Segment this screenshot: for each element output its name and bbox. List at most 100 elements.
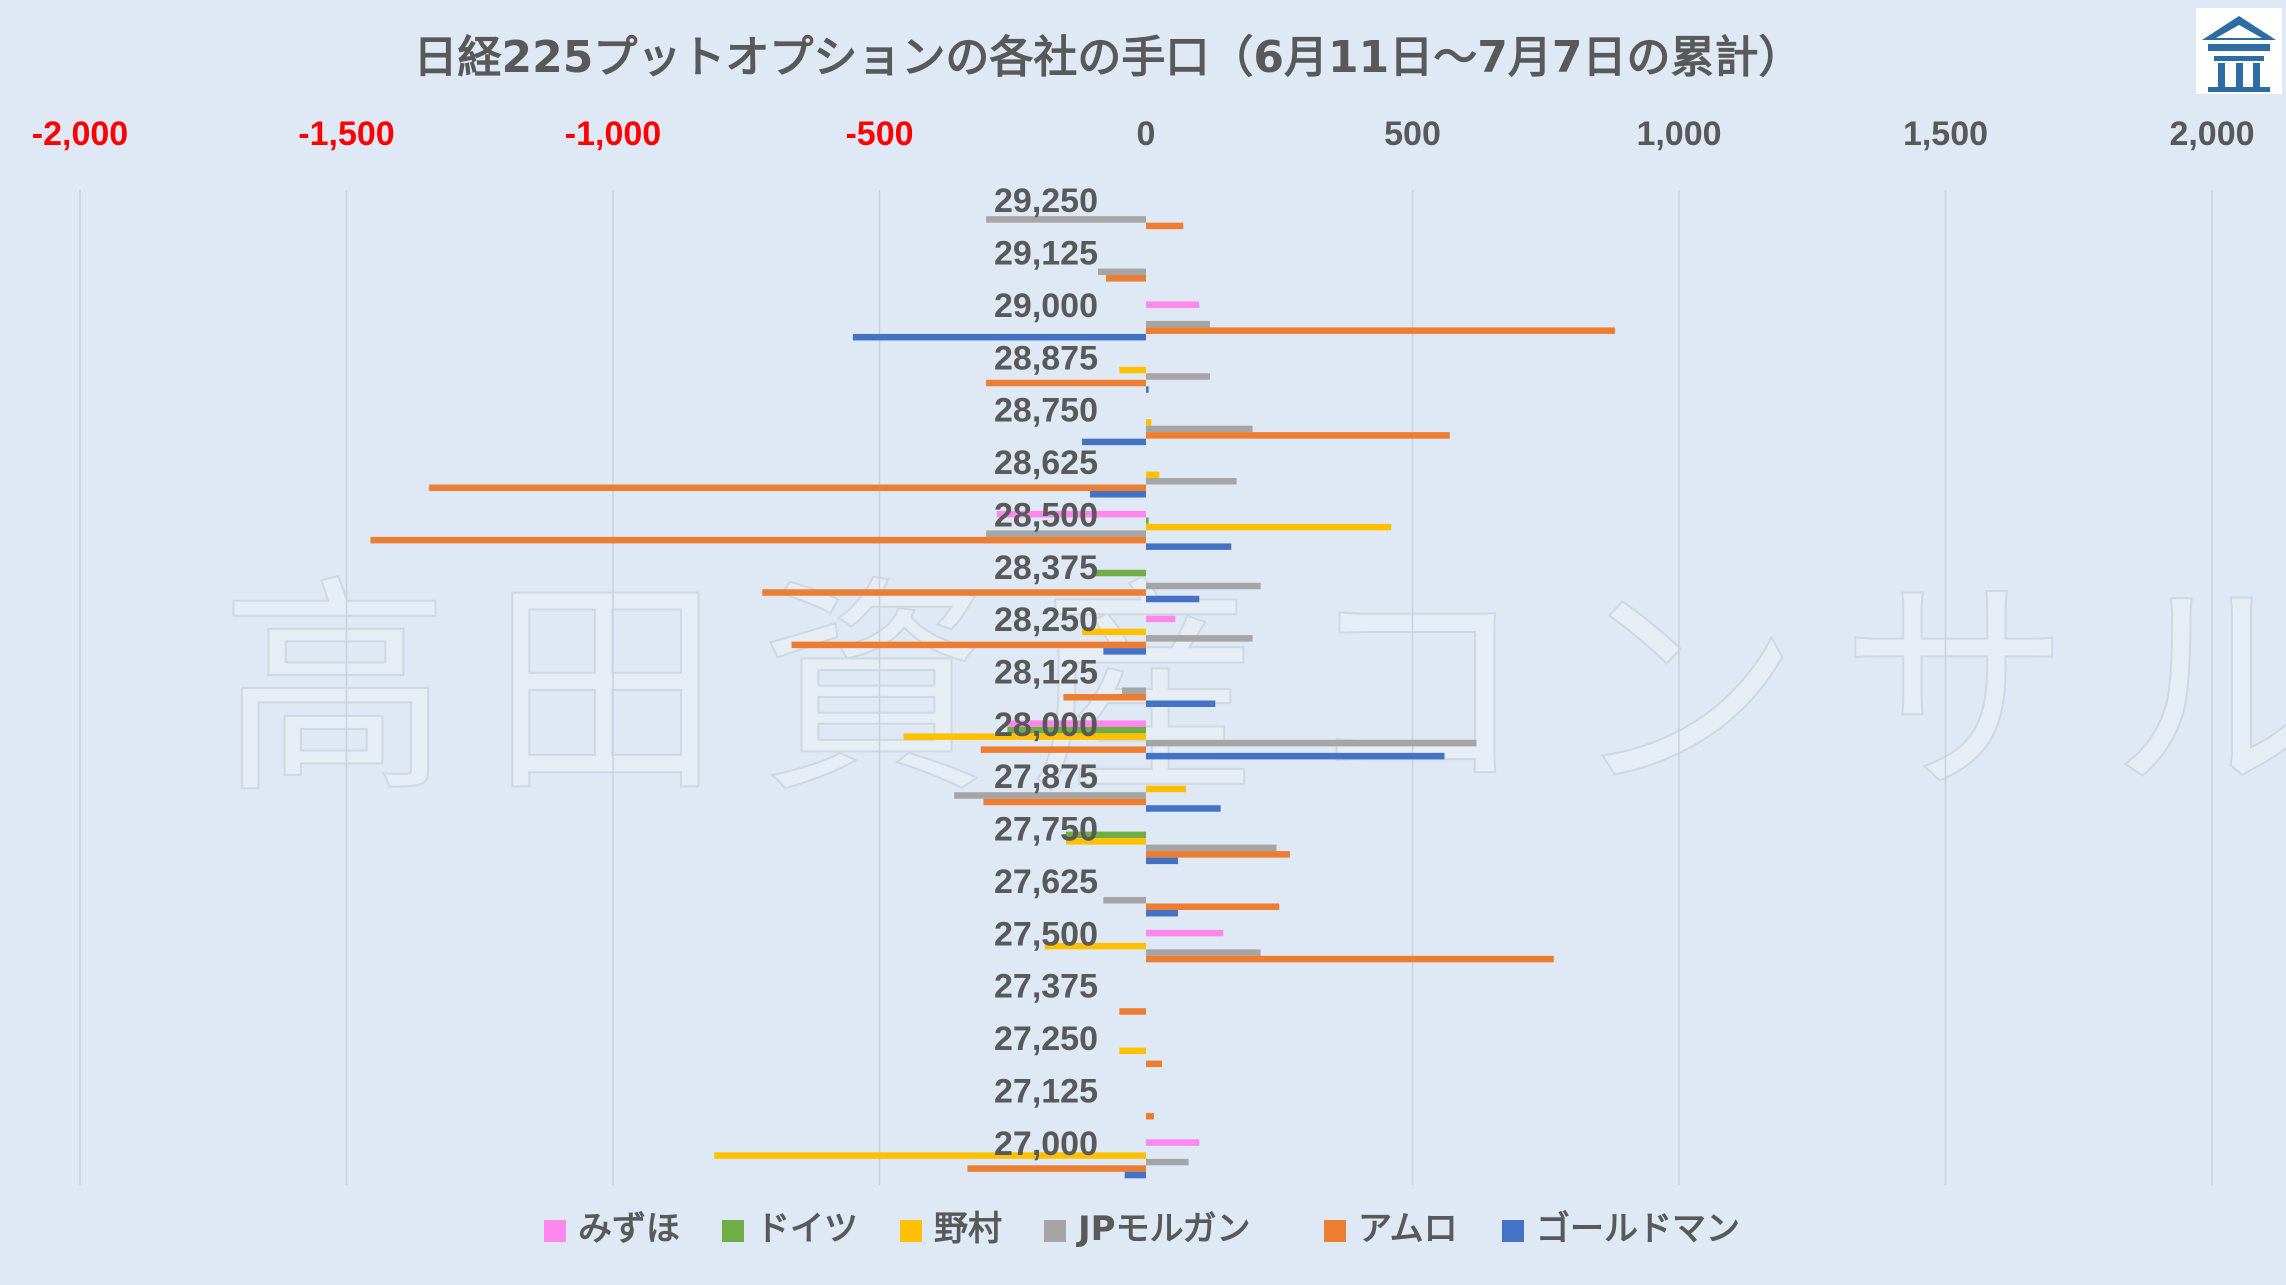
bar bbox=[1146, 1060, 1162, 1068]
category-labels: 29,250 29,125 29,000 28,875 28,750 28,625 28,5… bbox=[994, 182, 1098, 1163]
bar bbox=[1146, 582, 1261, 590]
x-tick-label: 1,500 bbox=[1903, 115, 1988, 153]
bar bbox=[1119, 366, 1146, 374]
bar bbox=[1090, 491, 1146, 498]
bar bbox=[1146, 739, 1477, 747]
legend-swatch bbox=[722, 1220, 744, 1242]
bar bbox=[791, 641, 1146, 649]
category-label: 27,500 bbox=[994, 915, 1098, 953]
bar bbox=[986, 379, 1146, 387]
legend-label: みずほ bbox=[578, 1209, 680, 1249]
bar bbox=[1146, 419, 1152, 426]
bar bbox=[996, 510, 1146, 518]
bar bbox=[903, 733, 1146, 740]
legend-label: ドイツ bbox=[756, 1209, 858, 1249]
bar bbox=[1146, 386, 1149, 393]
x-tick-label: 2,000 bbox=[2169, 115, 2254, 153]
bar bbox=[1007, 720, 1146, 727]
bar bbox=[983, 798, 1146, 806]
watermark-text: 高田資産コンサル bbox=[220, 558, 2286, 825]
bar bbox=[1146, 478, 1237, 485]
bar bbox=[1146, 471, 1160, 479]
bar bbox=[1146, 857, 1178, 865]
category-label: 29,000 bbox=[994, 287, 1098, 325]
bar bbox=[1082, 628, 1146, 636]
x-tick-label: -1,000 bbox=[565, 115, 661, 153]
bar bbox=[1146, 805, 1221, 812]
bar bbox=[1146, 1139, 1200, 1146]
category-label: 29,250 bbox=[994, 182, 1098, 220]
bar bbox=[1146, 432, 1450, 439]
legend-swatch bbox=[544, 1220, 566, 1242]
category-label: 28,125 bbox=[994, 654, 1098, 692]
x-tick-label: 500 bbox=[1384, 115, 1441, 153]
bar bbox=[1146, 851, 1290, 858]
bar bbox=[1146, 929, 1224, 937]
bar bbox=[1098, 268, 1146, 276]
bar bbox=[1044, 942, 1146, 950]
category-label: 27,750 bbox=[994, 811, 1098, 849]
bar bbox=[986, 530, 1146, 537]
bar bbox=[980, 746, 1146, 753]
bar bbox=[1103, 648, 1146, 655]
bar bbox=[429, 484, 1146, 492]
legend-label: アムロ bbox=[1358, 1209, 1458, 1249]
x-tick-label: -2,000 bbox=[32, 115, 128, 153]
bar bbox=[1146, 523, 1392, 531]
category-label: 28,250 bbox=[994, 601, 1098, 639]
category-label: 27,625 bbox=[994, 863, 1098, 901]
bar bbox=[1146, 844, 1277, 852]
bar bbox=[1124, 1171, 1146, 1179]
bar bbox=[1007, 726, 1146, 734]
bar bbox=[370, 536, 1146, 544]
legend-label: ゴールドマン bbox=[1536, 1209, 1740, 1249]
category-label: 27,000 bbox=[994, 1125, 1098, 1163]
category-label: 28,000 bbox=[994, 706, 1098, 744]
gridlines bbox=[79, 190, 2213, 1185]
category-label: 28,750 bbox=[994, 392, 1098, 430]
bar bbox=[1146, 785, 1186, 793]
bar bbox=[1146, 903, 1280, 910]
bar bbox=[1066, 838, 1146, 845]
bar bbox=[1146, 1158, 1189, 1166]
bar bbox=[1146, 949, 1261, 956]
bar bbox=[714, 1152, 1146, 1159]
bar bbox=[1146, 700, 1216, 707]
category-label: 27,125 bbox=[994, 1072, 1098, 1110]
bar bbox=[852, 333, 1146, 341]
category-label: 27,250 bbox=[994, 1020, 1098, 1058]
x-axis-ticks: -2,000 -1,500 -1,000 -500 0 500 1,000 1,500 2,00… bbox=[32, 115, 2255, 153]
legend-swatch bbox=[1044, 1220, 1066, 1242]
x-tick-label: -500 bbox=[845, 115, 913, 153]
bar bbox=[1082, 438, 1146, 446]
bar bbox=[1119, 1008, 1146, 1015]
logo-icon bbox=[2196, 8, 2282, 94]
bar bbox=[1146, 909, 1178, 917]
legend-swatch bbox=[900, 1220, 922, 1242]
bar bbox=[762, 589, 1146, 596]
bar bbox=[1146, 955, 1554, 963]
bar bbox=[1146, 517, 1149, 524]
bar bbox=[967, 1165, 1146, 1172]
category-label: 27,875 bbox=[994, 758, 1098, 796]
category-label: 28,625 bbox=[994, 444, 1098, 482]
bar bbox=[1103, 896, 1146, 904]
legend: みずほ ドイツ 野村 JPモルガン アムロ ゴールドマン bbox=[544, 1209, 1740, 1249]
bar bbox=[1146, 425, 1253, 433]
legend-label: JPモルガン bbox=[1076, 1209, 1251, 1249]
bar bbox=[1066, 831, 1146, 839]
bar bbox=[1146, 222, 1184, 230]
x-tick-label: 0 bbox=[1137, 115, 1156, 153]
legend-swatch bbox=[1502, 1220, 1524, 1242]
bar bbox=[1146, 320, 1210, 328]
bar bbox=[1146, 1112, 1154, 1120]
category-label: 29,125 bbox=[994, 235, 1098, 273]
bar bbox=[1146, 543, 1232, 550]
bar bbox=[1146, 615, 1176, 623]
x-tick-label: 1,000 bbox=[1636, 115, 1721, 153]
bar bbox=[1146, 752, 1445, 760]
bar bbox=[1119, 1047, 1146, 1055]
category-label: 28,375 bbox=[994, 549, 1098, 587]
category-label: 27,375 bbox=[994, 968, 1098, 1006]
